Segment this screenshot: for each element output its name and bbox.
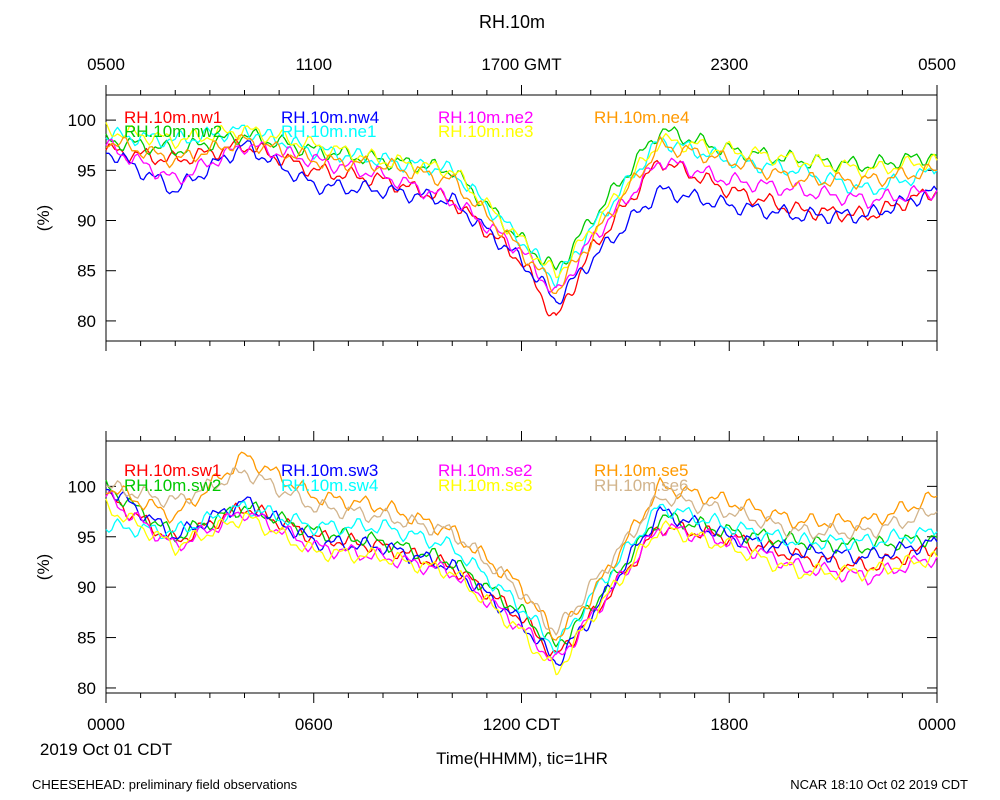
footer-right: NCAR 18:10 Oct 02 2019 CDT — [790, 777, 968, 792]
bottom-axis-tick-label: 0600 — [295, 715, 333, 734]
top-axis-tick-label: 0500 — [87, 55, 125, 74]
top-axis-tick-label: 1700 GMT — [481, 55, 561, 74]
legend-entry-rh-10m-ne3: RH.10m.ne3 — [438, 122, 533, 141]
bottom-ytick-label: 85 — [77, 629, 96, 648]
bottom-series-line-rh-10m-se3 — [105, 498, 938, 676]
bottom-panel-ylabel: (%) — [34, 554, 53, 580]
chart-title: RH.10m — [479, 12, 545, 32]
bottom-series-line-rh-10m-sw4 — [105, 500, 938, 655]
top-ytick-label: 85 — [77, 262, 96, 281]
top-series-line-rh-10m-ne2 — [105, 138, 938, 293]
date-label: 2019 Oct 01 CDT — [40, 740, 172, 759]
legend-entry-rh-10m-ne2: RH.10m.ne2 — [438, 108, 533, 127]
top-axis-tick-label: 2300 — [710, 55, 748, 74]
top-panel-ylabel: (%) — [34, 205, 53, 231]
bottom-ytick-label: 100 — [68, 477, 96, 496]
legend-entry-rh-10m-se6: RH.10m.se6 — [594, 476, 688, 495]
bottom-ytick-label: 80 — [77, 679, 96, 698]
legend-entry-rh-10m-se2: RH.10m.se2 — [438, 461, 532, 480]
top-ytick-label: 95 — [77, 161, 96, 180]
bottom-axis-tick-label: 1200 CDT — [483, 715, 560, 734]
top-ytick-label: 80 — [77, 312, 96, 331]
bottom-axis-tick-label: 0000 — [87, 715, 125, 734]
legend-entry-rh-10m-sw2: RH.10m.sw2 — [124, 476, 221, 495]
bottom-ytick-label: 90 — [77, 578, 96, 597]
legend-entry-rh-10m-sw4: RH.10m.sw4 — [281, 476, 378, 495]
bottom-series-line-rh-10m-se6 — [105, 467, 938, 636]
top-series-line-rh-10m-ne4 — [105, 133, 938, 295]
legend-entry-rh-10m-se5: RH.10m.se5 — [594, 461, 688, 480]
legend-entry-rh-10m-sw1: RH.10m.sw1 — [124, 461, 221, 480]
bottom-series-line-rh-10m-sw3 — [105, 488, 938, 666]
top-axis-tick-label: 1100 — [295, 55, 332, 74]
x-axis-label: Time(HHMM), tic=1HR — [436, 749, 608, 768]
bottom-ytick-label: 95 — [77, 528, 96, 547]
top-series-line-rh-10m-nw2 — [105, 126, 938, 271]
bottom-series-line-rh-10m-se5 — [105, 451, 938, 641]
top-series-line-rh-10m-ne3 — [105, 122, 938, 279]
legend-entry-rh-10m-sw3: RH.10m.sw3 — [281, 461, 378, 480]
legend-entry-rh-10m-se3: RH.10m.se3 — [438, 476, 532, 495]
top-ytick-label: 100 — [68, 111, 96, 130]
top-series-line-rh-10m-ne1 — [105, 124, 938, 288]
footer-left: CHEESEHEAD: preliminary field observatio… — [32, 777, 298, 792]
top-ytick-label: 90 — [77, 212, 96, 231]
top-axis-tick-label: 0500 — [918, 55, 956, 74]
legend-entry-rh-10m-ne4: RH.10m.ne4 — [594, 108, 689, 127]
legend-entry-rh-10m-nw1: RH.10m.nw1 — [124, 108, 222, 127]
top-series-line-rh-10m-nw1 — [105, 138, 938, 317]
legend-entry-rh-10m-nw4: RH.10m.nw4 — [281, 108, 379, 127]
bottom-axis-tick-label: 0000 — [918, 715, 956, 734]
legend-entry-rh-10m-ne1: RH.10m.ne1 — [281, 122, 376, 141]
legend-entry-rh-10m-nw2: RH.10m.nw2 — [124, 122, 222, 141]
bottom-axis-tick-label: 1800 — [710, 715, 748, 734]
